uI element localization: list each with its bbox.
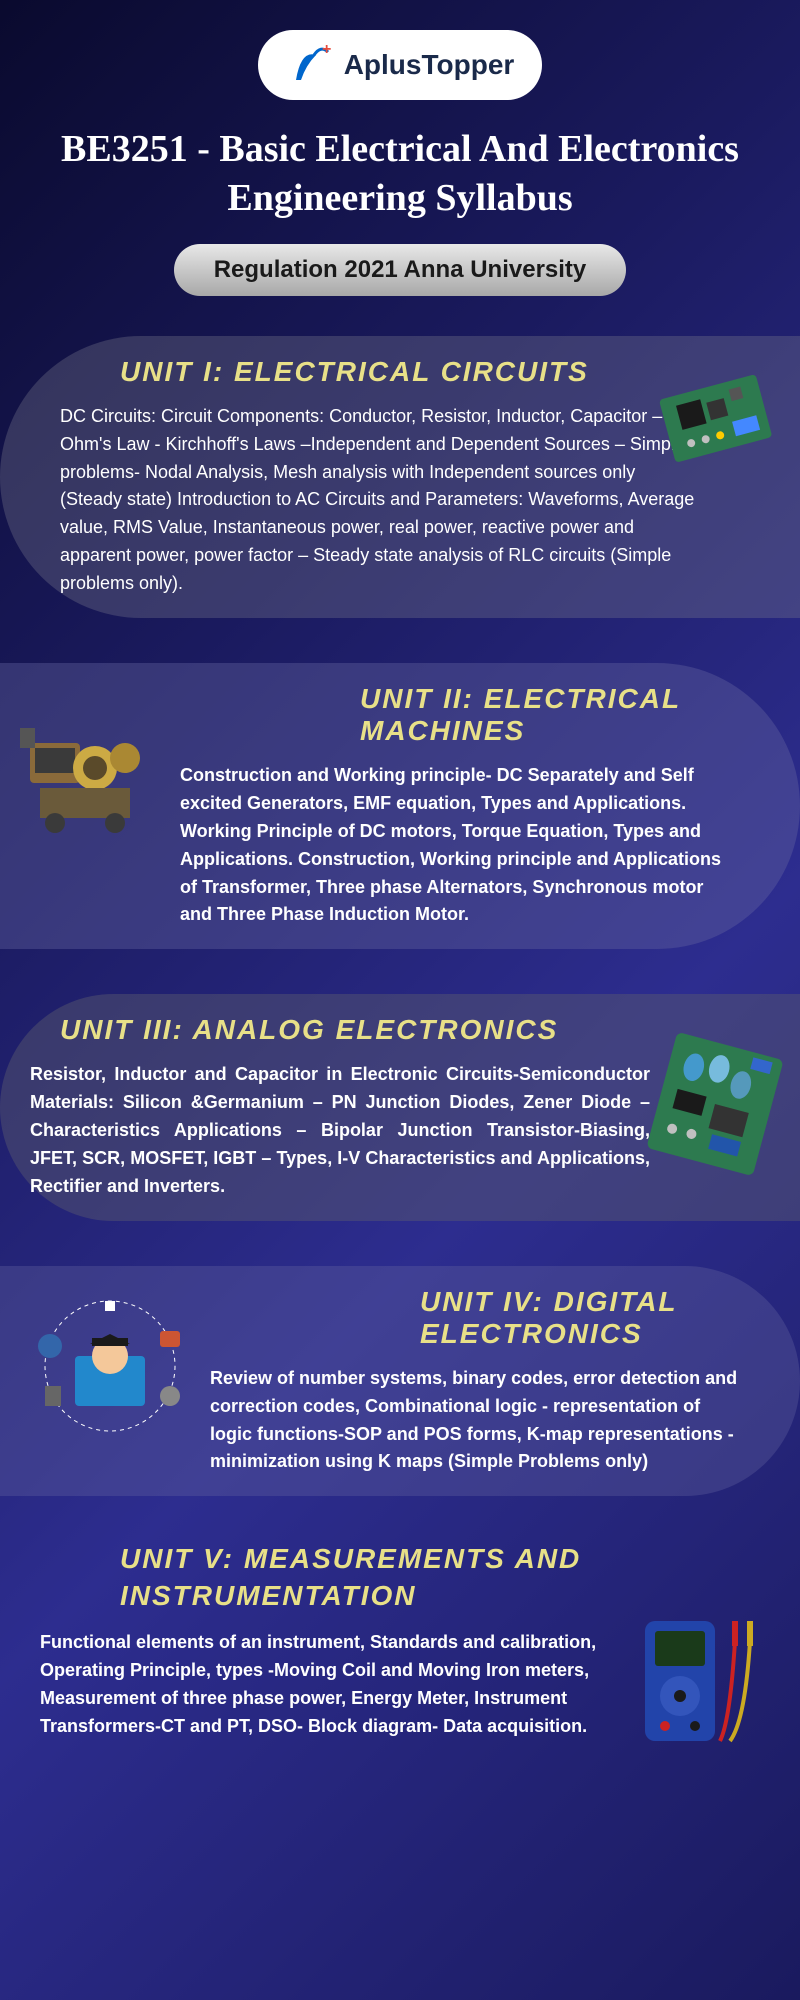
logo-text: AplusTopper [344, 49, 515, 81]
unit-3-body: Resistor, Inductor and Capacitor in Elec… [30, 1061, 650, 1200]
logo-icon: + [286, 40, 336, 90]
svg-text:+: + [322, 41, 331, 58]
unit-3: UNIT III: ANALOG ELECTRONICS Resistor, I… [30, 994, 770, 1220]
circuit-board-icon [650, 366, 780, 466]
unit-4-heading: UNIT IV: DIGITAL ELECTRONICS [210, 1286, 740, 1350]
logo-container: + AplusTopper [0, 0, 800, 100]
pcb-components-icon [640, 1014, 790, 1194]
digital-graduate-icon [20, 1286, 200, 1446]
unit-1: UNIT I: ELECTRICAL CIRCUITS DC Circuits:… [30, 336, 770, 618]
multimeter-icon [620, 1601, 780, 1761]
subtitle-pill: Regulation 2021 Anna University [174, 244, 627, 296]
page-title: BE3251 - Basic Electrical And Electronic… [40, 125, 760, 224]
unit-3-heading: UNIT III: ANALOG ELECTRONICS [30, 1014, 650, 1046]
machine-icon [10, 713, 160, 843]
unit-2: UNIT II: ELECTRICAL MACHINES Constructio… [30, 663, 770, 949]
unit-1-body: DC Circuits: Circuit Components: Conduct… [60, 403, 700, 598]
logo-box: + AplusTopper [258, 30, 543, 100]
unit-5: UNIT V: MEASUREMENTS AND INSTRUMENTATION… [30, 1541, 770, 1740]
unit-4: UNIT IV: DIGITAL ELECTRONICS Review of n… [30, 1266, 770, 1497]
unit-1-heading: UNIT I: ELECTRICAL CIRCUITS [60, 356, 700, 388]
unit-4-body: Review of number systems, binary codes, … [210, 1365, 740, 1477]
unit-2-heading: UNIT II: ELECTRICAL MACHINES [180, 683, 740, 747]
unit-2-body: Construction and Working principle- DC S… [180, 762, 740, 929]
subtitle-container: Regulation 2021 Anna University [0, 244, 800, 296]
